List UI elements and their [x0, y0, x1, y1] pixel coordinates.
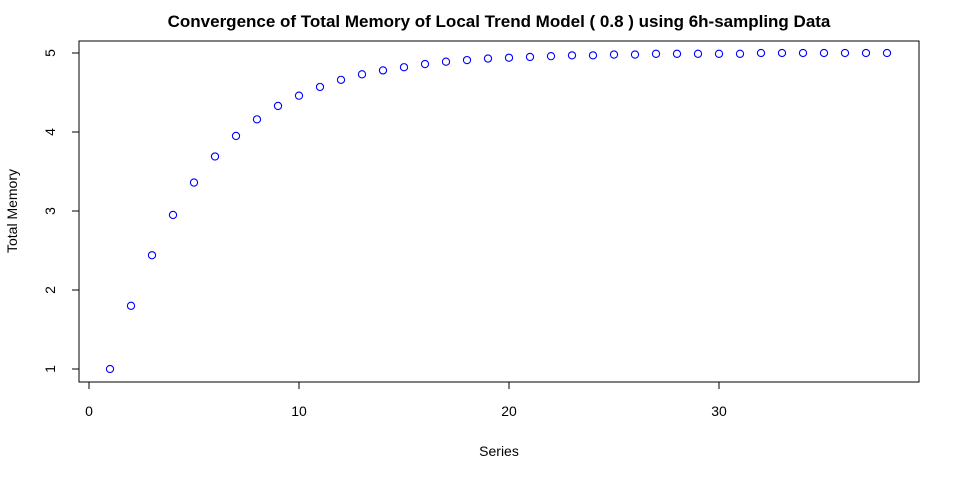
data-point — [231, 131, 241, 141]
data-point — [672, 49, 682, 58]
data-point — [462, 55, 472, 65]
data-point — [504, 53, 514, 62]
x-tick-label: 10 — [291, 403, 307, 419]
data-point — [609, 50, 619, 59]
data-point — [483, 54, 493, 63]
data-point — [798, 48, 808, 58]
data-point — [441, 57, 451, 66]
data-point — [714, 49, 724, 58]
data-point — [840, 48, 850, 58]
data-point — [126, 301, 136, 310]
y-tick-label: 4 — [42, 128, 58, 136]
y-tick-label: 1 — [42, 365, 58, 373]
data-point — [735, 49, 745, 58]
data-point — [399, 63, 409, 72]
data-point — [777, 48, 787, 58]
data-point — [588, 51, 598, 60]
x-tick-label: 20 — [501, 403, 517, 419]
x-tick-label: 0 — [85, 403, 93, 419]
data-point — [819, 48, 829, 58]
y-tick-label: 3 — [42, 207, 58, 215]
data-point — [294, 91, 304, 100]
y-axis: 1 2 3 4 5 — [42, 49, 80, 373]
data-point — [525, 52, 535, 62]
data-point — [420, 59, 430, 69]
data-point — [567, 51, 577, 60]
data-point — [546, 52, 556, 61]
data-points — [105, 48, 892, 374]
data-point — [210, 152, 220, 161]
data-point — [189, 178, 199, 187]
data-point — [273, 101, 283, 111]
data-point — [651, 49, 661, 58]
data-point — [693, 49, 703, 58]
data-point — [315, 82, 325, 92]
data-point — [168, 210, 178, 220]
data-point — [861, 48, 871, 58]
data-point — [882, 48, 892, 58]
data-point — [378, 66, 388, 75]
plot-frame — [78, 40, 920, 383]
data-point — [336, 75, 346, 85]
data-point — [252, 115, 262, 124]
y-axis-label: Total Memory — [4, 169, 20, 253]
data-point — [105, 364, 115, 374]
x-axis-label: Series — [479, 443, 519, 459]
y-tick-label: 5 — [42, 49, 58, 57]
x-tick-label: 30 — [711, 403, 727, 419]
data-point — [357, 70, 367, 79]
data-point — [630, 50, 640, 59]
data-point — [756, 48, 766, 58]
x-axis: 0 10 20 30 — [85, 381, 727, 419]
chart-title: Convergence of Total Memory of Local Tre… — [168, 12, 831, 31]
y-tick-label: 2 — [42, 286, 58, 294]
data-point — [147, 251, 157, 260]
